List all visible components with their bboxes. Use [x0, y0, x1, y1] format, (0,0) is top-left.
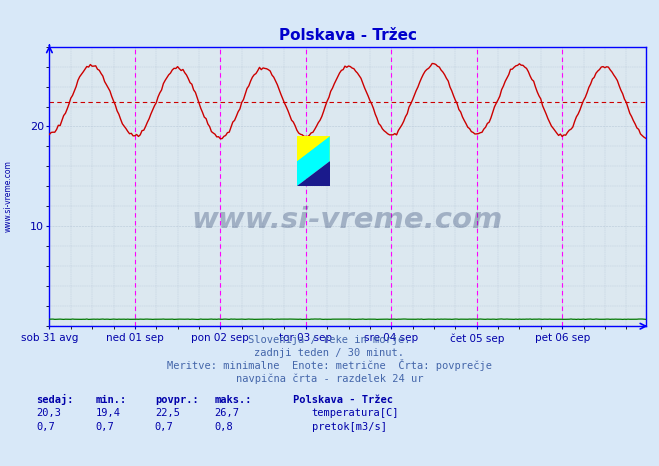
Text: 22,5: 22,5 [155, 408, 180, 418]
Polygon shape [297, 136, 330, 161]
Text: zadnji teden / 30 minut.: zadnji teden / 30 minut. [254, 348, 405, 357]
Text: 0,7: 0,7 [96, 422, 114, 432]
Text: 20,3: 20,3 [36, 408, 61, 418]
Text: Polskava - Tržec: Polskava - Tržec [293, 395, 393, 405]
Title: Polskava - Tržec: Polskava - Tržec [279, 27, 416, 43]
Text: navpična črta - razdelek 24 ur: navpična črta - razdelek 24 ur [236, 373, 423, 384]
Text: temperatura[C]: temperatura[C] [312, 408, 399, 418]
Text: Meritve: minimalne  Enote: metrične  Črta: povprečje: Meritve: minimalne Enote: metrične Črta:… [167, 359, 492, 370]
Text: 26,7: 26,7 [214, 408, 239, 418]
Text: sedaj:: sedaj: [36, 394, 74, 405]
Text: 0,8: 0,8 [214, 422, 233, 432]
Text: www.si-vreme.com: www.si-vreme.com [192, 206, 503, 234]
Text: 0,7: 0,7 [36, 422, 55, 432]
Text: min.:: min.: [96, 395, 127, 405]
Polygon shape [297, 161, 330, 186]
Text: pretok[m3/s]: pretok[m3/s] [312, 422, 387, 432]
Text: 0,7: 0,7 [155, 422, 173, 432]
Text: www.si-vreme.com: www.si-vreme.com [3, 160, 13, 232]
Text: povpr.:: povpr.: [155, 395, 198, 405]
Polygon shape [297, 161, 330, 186]
Text: maks.:: maks.: [214, 395, 252, 405]
Text: Slovenija / reke in morje.: Slovenija / reke in morje. [248, 335, 411, 344]
Polygon shape [297, 136, 330, 161]
Text: 19,4: 19,4 [96, 408, 121, 418]
Polygon shape [297, 136, 330, 161]
